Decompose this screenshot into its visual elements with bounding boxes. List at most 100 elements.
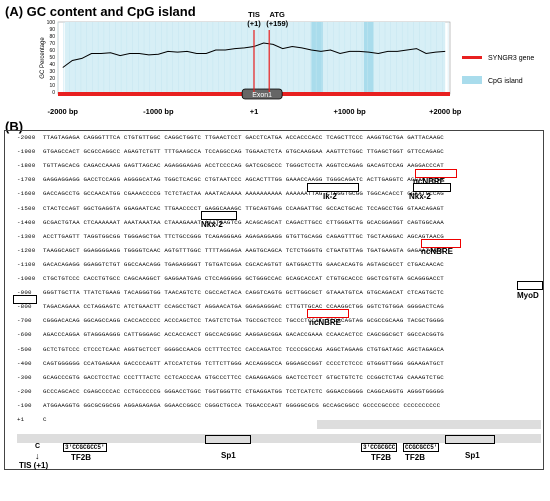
x-tick-label: -1000 bp bbox=[143, 107, 174, 116]
sequence-position: -400 bbox=[17, 359, 32, 367]
sequence-text: GAGGAGGAGG GACCTCCAGG AGGGGCATAG TGGCTCA… bbox=[43, 176, 444, 184]
sequence-text: GCAGCCCGTG GACCTCCTAC CCCTTTACTC CCTCACC… bbox=[43, 373, 444, 381]
sequence-row: -500 GCTCTGTCCC CTCCCTCAAC AGGTGCTCCT GGG… bbox=[17, 346, 444, 354]
legend-cpg-swatch bbox=[462, 76, 482, 84]
tis-arrow-icon: ↓ bbox=[35, 451, 40, 461]
sequence-row: -200 GCCCAGCACC CGAGCCCCAC CCTGCCCCCG GGG… bbox=[17, 388, 444, 396]
atg-label: ATG bbox=[270, 10, 285, 19]
exon-marker: Exon1 bbox=[241, 88, 283, 100]
tf2b-seq-2: 3'CCGCGCC bbox=[361, 443, 398, 452]
motif-box-ik2 bbox=[307, 183, 359, 192]
x-ticks: -2000 bp -1000 bp +1 +1000 bp +2000 bp bbox=[48, 107, 462, 116]
sequence-position: -100 bbox=[17, 401, 32, 409]
x-tick-label: +1 bbox=[250, 107, 259, 116]
sequence-position: -300 bbox=[17, 373, 32, 381]
sequence-text: GCGACTGTAA CTCAAAAAAT AAATAAATAA CTAAAGA… bbox=[43, 218, 444, 226]
motif-label-sp1-2: Sp1 bbox=[465, 451, 480, 460]
y-tick-label: 90 bbox=[49, 27, 55, 33]
motif-label-sp1-1: Sp1 bbox=[221, 451, 236, 460]
motif-label-tf2b-3: TF2B bbox=[405, 453, 425, 462]
sequence-row: -1500 CTACTCCAGT GGCTGAGGTA GGAGAATCAC TT… bbox=[17, 205, 444, 213]
y-tick-label: 50 bbox=[49, 55, 55, 61]
sequence-text: TAAGGCAGCT GGAGGGGAGG TGGGGTCAAC AGTGTTT… bbox=[43, 246, 444, 254]
sequence-position: -1800 bbox=[17, 162, 36, 170]
sequence-row: -1600 GACCAGCCTG GCCAACATGG CGAAACCCCG TC… bbox=[17, 190, 444, 198]
y-tick-label: 10 bbox=[49, 83, 55, 89]
cpg-island-band bbox=[363, 22, 374, 92]
motif-box-sp1-2 bbox=[445, 435, 495, 444]
highlight-row-200 bbox=[317, 420, 541, 429]
sequence-position: -1200 bbox=[17, 246, 36, 254]
sequence-row: -2000 TTAGTAGAGA CAGGGTTTCA CTGTGTTGGC CA… bbox=[17, 134, 444, 142]
sequence-position: +1 bbox=[17, 416, 25, 423]
sequence-row: +1 C bbox=[17, 416, 47, 424]
legend-gene-label: SYNGR3 gene bbox=[488, 55, 534, 62]
tis-sub-label: (+1) bbox=[247, 19, 261, 28]
c-label: C bbox=[35, 443, 41, 450]
motif-label-ik2: Ik-2 bbox=[323, 192, 337, 201]
sequence-position: -2000 bbox=[17, 134, 36, 141]
sequence-position: -1600 bbox=[17, 190, 36, 198]
cpg-island-band bbox=[311, 22, 323, 92]
y-tick-label: 20 bbox=[49, 76, 55, 82]
sequence-row: -800 TAGACAGAAA CCTAGGAGTC ATCTGAACTT CCA… bbox=[17, 303, 444, 311]
sequence-row: -400 CAGTGGGGGG CCATGAGAAA GACCCCAGTT ATC… bbox=[17, 360, 444, 368]
motif-label-tf2b-2: TF2B bbox=[371, 453, 391, 462]
sequence-row: -1700 GAGGAGGAGG GACCTCCAGG AGGGGCATAG TG… bbox=[17, 176, 444, 184]
motif-box-myod-2 bbox=[13, 295, 37, 304]
cpg-island-band bbox=[64, 22, 446, 92]
tis-label: TIS bbox=[248, 10, 260, 19]
sequence-text: CGGGACACAG GGCAGCCAGG CACCACCCCC ACCCAGC… bbox=[43, 317, 444, 325]
y-tick-label: 80 bbox=[49, 34, 55, 40]
y-tick-label: 60 bbox=[49, 48, 55, 54]
sequence-position: -1400 bbox=[17, 218, 36, 226]
motif-box-ncnbre-3 bbox=[307, 309, 349, 318]
sequence-position: -200 bbox=[17, 387, 32, 395]
cpg-island-bands bbox=[57, 22, 449, 92]
y-tick-label: 70 bbox=[49, 41, 55, 47]
sequence-row: -300 GCAGCCCGTG GACCTCCTAC CCCTTTACTC CCT… bbox=[17, 374, 444, 382]
sequence-text: GCCCAGCACC CGAGCCCCAC CCTGCCCCCG GGGACCT… bbox=[43, 387, 444, 395]
atg-sub-label: (+159) bbox=[266, 19, 288, 28]
motif-label-myod: MyoD bbox=[517, 291, 539, 300]
motif-label-ncnbre-2: ncNBRE bbox=[421, 247, 454, 256]
y-tick-label: 0 bbox=[52, 90, 55, 96]
sequence-position: -1700 bbox=[17, 176, 36, 184]
sequence-row: -1400 GCGACTGTAA CTCAAAAAAT AAATAAATAA CT… bbox=[17, 219, 444, 227]
motif-label-tf2b-1: TF2B bbox=[71, 453, 91, 462]
sequence-row: -1300 ACCTTGAGTT TAGGTGGCGG TGGGAGCTGA TT… bbox=[17, 233, 444, 241]
tis-b-label: TIS (+1) bbox=[19, 461, 49, 470]
legend-cpg-label: CpG island bbox=[488, 78, 523, 85]
motif-box-nkx2-1 bbox=[413, 183, 451, 192]
sequence-text: GACACAGAGG GGAGGTCTGT GGCCAACAGG TGAGAGG… bbox=[43, 260, 444, 268]
motif-box-ncnbre-1 bbox=[415, 169, 457, 178]
sequence-row: -1100 GACACAGAGG GGAGGTCTGT GGCCAACAGG TG… bbox=[17, 261, 444, 269]
tf2b-seq-3: CCGCGCC5' bbox=[403, 443, 440, 452]
motif-label-ncnbre-3: ncNBRE bbox=[309, 318, 342, 327]
y-tick-label: 30 bbox=[49, 69, 55, 75]
sequence-row: -1900 GTGAGCCACT GCGCCAGGCC AGAGTCTGTT TT… bbox=[17, 148, 444, 156]
sequence-text: CTGCTGTCCC CACCTGTGCC CAGCAAGGCT GAGGAAT… bbox=[43, 275, 444, 282]
sequence-row: -600 AGACCCAGGA GTAGGGAGGG CATTGGGAGC ACC… bbox=[17, 331, 444, 339]
y-axis-label: GC Percentage bbox=[40, 37, 46, 79]
sequence-row: -1800 TGTTAGCACG CAGACCAAAG GAGTTAGCAC AG… bbox=[17, 162, 444, 170]
sequence-text: TTAGTAGAGA CAGGGTTTCA CTGTGTTGGC CAGGCTG… bbox=[43, 134, 444, 141]
highlight-row-100 bbox=[17, 434, 541, 443]
sequence-position: -600 bbox=[17, 331, 32, 339]
sequence-position: -800 bbox=[17, 303, 32, 311]
sequence-text: GACCAGCCTG GCCAACATGG CGAAACCCCG TCTCTAC… bbox=[43, 190, 444, 198]
sequence-row: -100 ATGGAAGGTG GGCGCGGCGG AGGAGAGAGA GGA… bbox=[17, 402, 440, 410]
sequence-position: -1100 bbox=[17, 260, 36, 268]
sequence-text: GCTCTGTCCC CTCCCTCAAC AGGTGCTCCT GGGGCCA… bbox=[43, 345, 444, 353]
atg-marker: ATG (+159) bbox=[266, 10, 289, 92]
sequence-text: AGACCCAGGA GTAGGGAGGG CATTGGGAGC ACCACCA… bbox=[43, 331, 444, 339]
sequence-text: C bbox=[43, 416, 47, 423]
legend: SYNGR3 gene CpG island bbox=[462, 55, 534, 85]
y-tick-label: 40 bbox=[49, 62, 55, 68]
sequence-text: CAGTGGGGGG CCATGAGAAA GACCCCAGTT ATCCATC… bbox=[43, 359, 444, 367]
tf2b-seq-1: 3'CCGCGCC5' bbox=[63, 443, 107, 452]
sequence-position: -900 bbox=[17, 289, 32, 297]
x-tick-label: +1000 bp bbox=[333, 107, 366, 116]
sequence-row: -1200 TAAGGCAGCT GGAGGGGAGG TGGGGTCAAC AG… bbox=[17, 247, 444, 255]
